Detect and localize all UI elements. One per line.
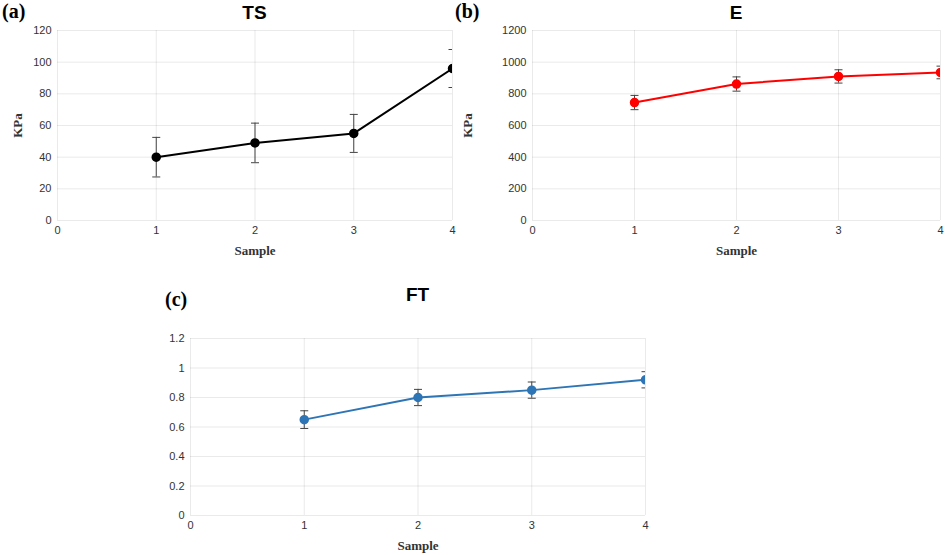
svg-text:KPa: KPa <box>10 113 25 138</box>
svg-text:1.2: 1.2 <box>169 332 184 344</box>
svg-text:1000: 1000 <box>502 56 526 68</box>
svg-text:120: 120 <box>33 24 51 36</box>
html-text:TS: TS <box>242 2 267 23</box>
html-text:FT: FT <box>405 284 430 305</box>
svg-text:3: 3 <box>351 224 357 236</box>
svg-text:0.4: 0.4 <box>169 450 184 462</box>
svg-text:Sample: Sample <box>397 538 438 553</box>
svg-text:0: 0 <box>178 509 184 521</box>
html-text:E: E <box>729 2 743 23</box>
svg-text:400: 400 <box>508 151 526 163</box>
svg-text:KPa: KPa <box>460 113 475 138</box>
svg-text:2: 2 <box>415 519 421 531</box>
svg-text:40: 40 <box>39 151 51 163</box>
svg-text:1200: 1200 <box>502 24 526 36</box>
svg-text:0: 0 <box>187 519 193 531</box>
html-text:(b): (b) <box>455 0 480 22</box>
svg-text:800: 800 <box>508 87 526 99</box>
svg-text:4: 4 <box>642 519 648 531</box>
svg-text:0.2: 0.2 <box>169 480 184 492</box>
html-text:(c): (c) <box>165 288 188 310</box>
svg-text:1: 1 <box>631 224 637 236</box>
svg-text:0: 0 <box>54 224 60 236</box>
svg-text:20: 20 <box>39 182 51 194</box>
svg-text:100: 100 <box>33 56 51 68</box>
svg-text:2: 2 <box>733 224 739 236</box>
svg-text:3: 3 <box>529 519 535 531</box>
svg-text:0.8: 0.8 <box>169 391 184 403</box>
svg-text:1: 1 <box>178 362 184 374</box>
svg-text:80: 80 <box>39 87 51 99</box>
svg-text:60: 60 <box>39 119 51 131</box>
svg-text:4: 4 <box>937 224 943 236</box>
svg-text:0: 0 <box>45 214 51 226</box>
svg-text:4: 4 <box>449 224 455 236</box>
html-text:(a): (a) <box>2 0 26 22</box>
svg-text:3: 3 <box>835 224 841 236</box>
svg-text:1: 1 <box>301 519 307 531</box>
svg-text:2: 2 <box>252 224 258 236</box>
svg-text:Sample: Sample <box>234 243 275 258</box>
svg-text:600: 600 <box>508 119 526 131</box>
svg-text:200: 200 <box>508 182 526 194</box>
svg-text:0: 0 <box>520 214 526 226</box>
svg-text:0: 0 <box>529 224 535 236</box>
svg-text:1: 1 <box>153 224 159 236</box>
svg-text:0.6: 0.6 <box>169 421 184 433</box>
svg-text:Sample: Sample <box>716 243 757 258</box>
